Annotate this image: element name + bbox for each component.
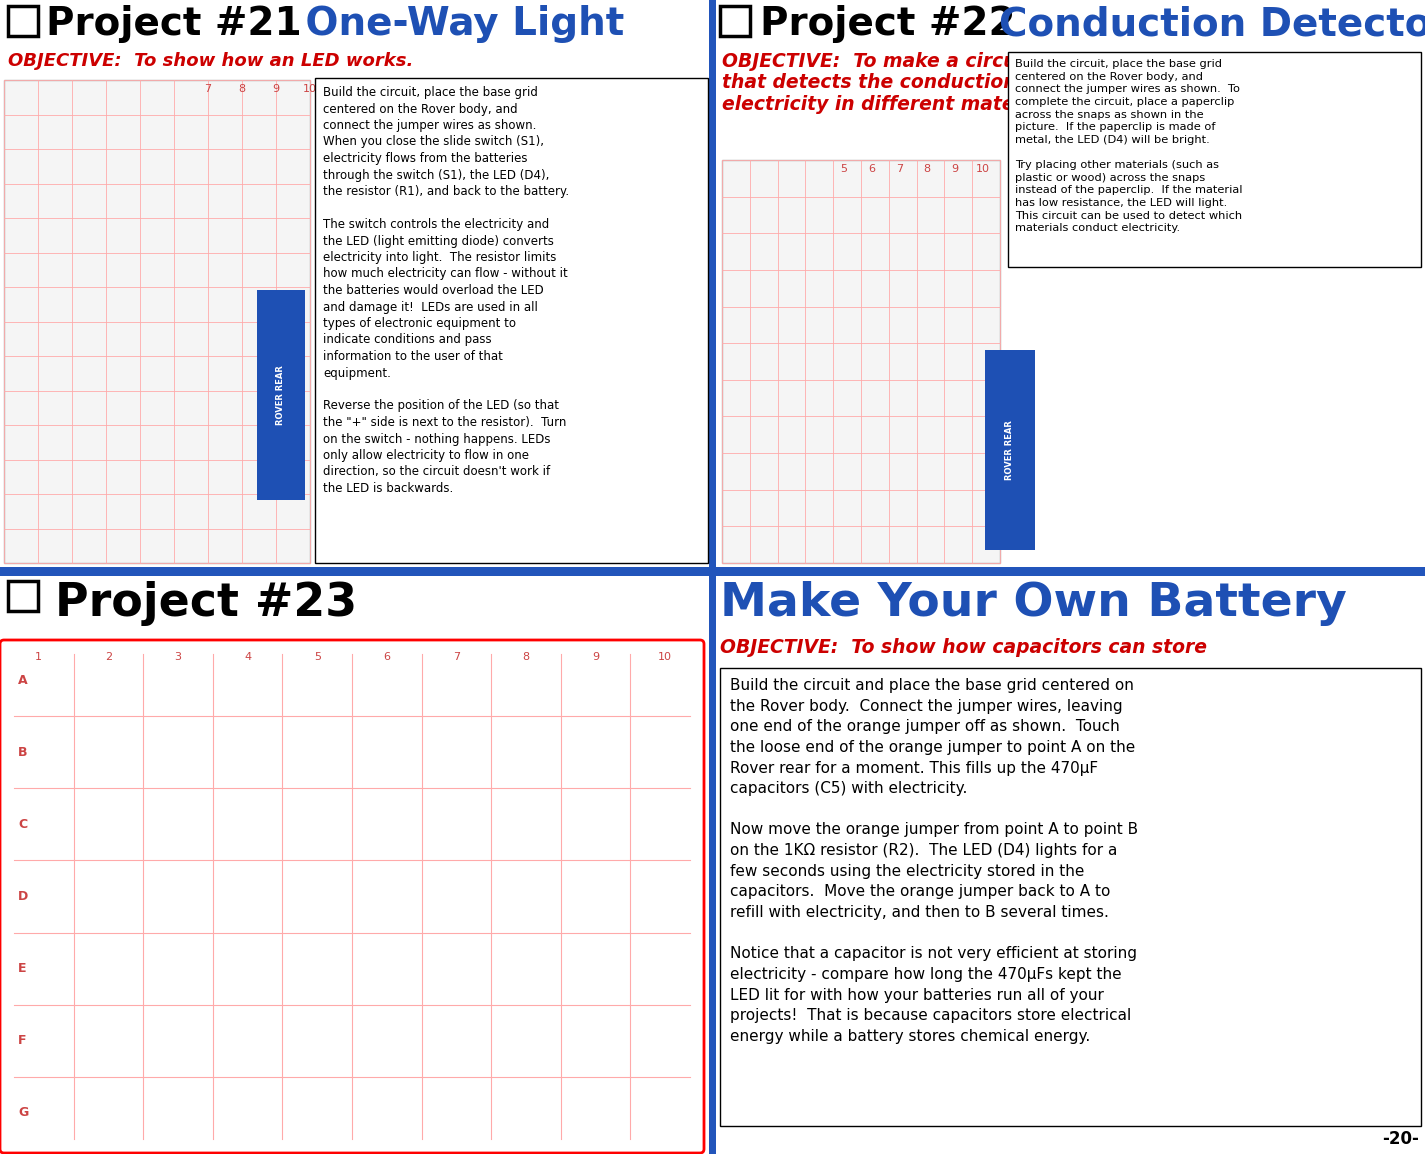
Text: Conduction Detector: Conduction Detector [972, 5, 1425, 43]
Bar [315, 78, 708, 563]
Text: C: C [19, 818, 27, 831]
FancyBboxPatch shape [0, 640, 704, 1153]
Bar [0, 567, 1425, 576]
Text: OBJECTIVE:  To show how an LED works.: OBJECTIVE: To show how an LED works. [9, 52, 413, 70]
Text: 6: 6 [868, 164, 875, 174]
Text: 8: 8 [238, 84, 245, 93]
Text: 7: 7 [896, 164, 903, 174]
Text: 7: 7 [204, 84, 211, 93]
Text: 10: 10 [658, 652, 673, 662]
Text: 4: 4 [244, 652, 251, 662]
Text: 9: 9 [591, 652, 598, 662]
Text: 2: 2 [105, 652, 113, 662]
Bar [1007, 52, 1421, 267]
Bar [4, 80, 311, 563]
Bar [710, 576, 715, 1154]
Text: ROVER REAR: ROVER REAR [276, 365, 285, 425]
Text: 5: 5 [841, 164, 848, 174]
Text: D: D [19, 890, 28, 902]
Text: F: F [19, 1034, 27, 1048]
Text: Project #21: Project #21 [46, 5, 302, 43]
Text: OBJECTIVE:  To show how capacitors can store: OBJECTIVE: To show how capacitors can st… [720, 638, 1207, 657]
Text: 8: 8 [523, 652, 530, 662]
Text: Make Your Own Battery: Make Your Own Battery [720, 580, 1347, 625]
Text: 6: 6 [383, 652, 390, 662]
Bar [722, 160, 1000, 563]
Bar [9, 6, 38, 36]
Text: G: G [19, 1107, 28, 1119]
Text: Build the circuit, place the base grid
centered on the Rover body, and
connect t: Build the circuit, place the base grid c… [323, 87, 569, 495]
Text: 10: 10 [976, 164, 990, 174]
Bar [720, 6, 750, 36]
Text: A: A [19, 674, 27, 687]
Text: 9: 9 [952, 164, 959, 174]
Text: Project #23: Project #23 [56, 580, 358, 625]
Text: Build the circuit, place the base grid
centered on the Rover body, and
connect t: Build the circuit, place the base grid c… [1015, 59, 1243, 233]
Text: OBJECTIVE:  To make a circuit
that detects the conduction of
electricity in diff: OBJECTIVE: To make a circuit that detect… [722, 52, 1067, 113]
Text: 9: 9 [272, 84, 279, 93]
Bar [9, 580, 38, 610]
Bar [256, 290, 305, 500]
Text: 7: 7 [453, 652, 460, 662]
Text: One-Way Light: One-Way Light [265, 5, 624, 43]
Bar [710, 0, 715, 567]
Text: 10: 10 [304, 84, 316, 93]
Text: 1: 1 [36, 652, 43, 662]
Text: ROVER REAR: ROVER REAR [1006, 420, 1015, 480]
Text: B: B [19, 745, 27, 758]
Text: 5: 5 [314, 652, 321, 662]
Text: 8: 8 [923, 164, 931, 174]
Bar [720, 668, 1421, 1126]
Bar [985, 350, 1035, 550]
Text: Build the circuit and place the base grid centered on
the Rover body.  Connect t: Build the circuit and place the base gri… [730, 679, 1139, 1044]
Text: -20-: -20- [1382, 1130, 1419, 1148]
Text: 3: 3 [174, 652, 181, 662]
Text: E: E [19, 962, 27, 975]
Text: Project #22: Project #22 [760, 5, 1016, 43]
